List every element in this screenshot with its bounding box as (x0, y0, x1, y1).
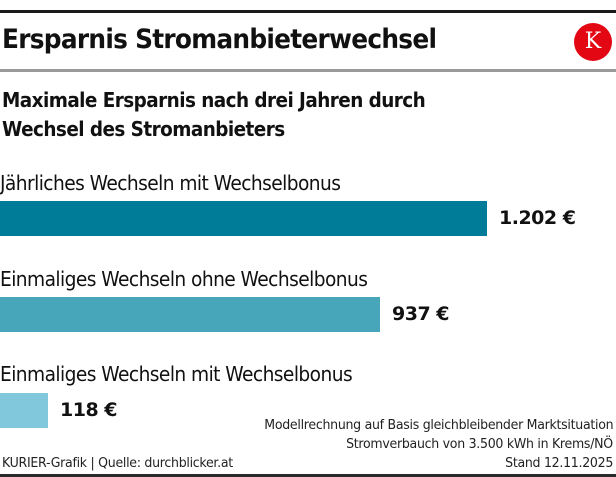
note-model: Modellrechnung auf Basis gleichbleibende… (263, 417, 613, 433)
title-divider (0, 69, 616, 72)
bar-2 (0, 297, 380, 332)
bar-value-1: 1.202 € (499, 207, 576, 229)
bar-label-2: Einmaliges Wechseln ohne Wechselbonus (0, 267, 368, 291)
bottom-rule (0, 474, 616, 477)
bar-value-3: 118 € (60, 399, 118, 421)
note-date: Stand 12.11.2025 (505, 455, 613, 471)
source-credit: KURIER-Grafik | Quelle: durchblicker.at (2, 455, 233, 471)
subtitle-line-1: Maximale Ersparnis nach drei Jahren durc… (2, 88, 426, 112)
top-rule (0, 10, 616, 13)
bar-label-1: Jährliches Wechseln mit Wechselbonus (0, 171, 341, 195)
subtitle-line-2: Wechsel des Stromanbieters (2, 117, 285, 141)
bar-3 (0, 393, 48, 428)
note-consumption: Stromverbauch von 3.500 kWh in Krems/NÖ (346, 436, 613, 452)
kurier-logo-icon: K (574, 23, 612, 61)
chart-subtitle: Maximale Ersparnis nach drei Jahren durc… (2, 86, 426, 144)
bar-label-3: Einmaliges Wechseln mit Wechselbonus (0, 362, 353, 386)
chart-title: Ersparnis Stromanbieterwechsel (2, 24, 437, 55)
bar-value-2: 937 € (392, 303, 450, 325)
bar-1 (0, 201, 487, 236)
